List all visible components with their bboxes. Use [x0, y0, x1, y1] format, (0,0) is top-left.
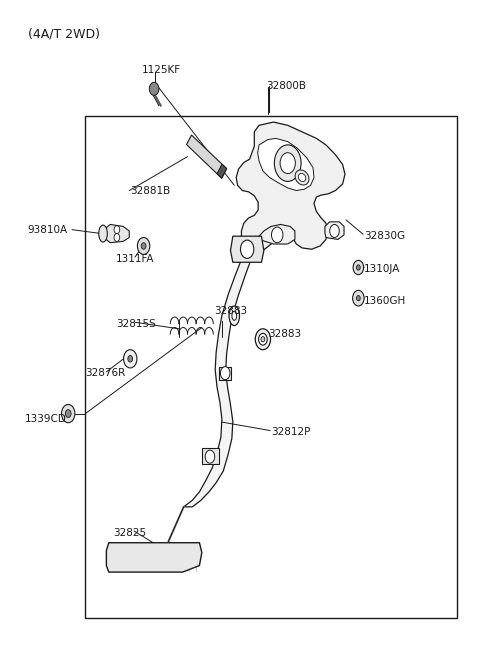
Circle shape: [114, 226, 120, 234]
Circle shape: [123, 350, 137, 368]
Text: 32830G: 32830G: [364, 231, 405, 241]
Ellipse shape: [232, 311, 237, 320]
Text: 32881B: 32881B: [130, 185, 170, 196]
Polygon shape: [325, 222, 344, 240]
Circle shape: [220, 367, 230, 380]
Circle shape: [280, 153, 295, 174]
Polygon shape: [259, 225, 295, 244]
Text: 32883: 32883: [269, 329, 302, 339]
Text: 1339CD: 1339CD: [25, 414, 67, 424]
Ellipse shape: [261, 337, 265, 342]
Circle shape: [65, 409, 71, 417]
Ellipse shape: [229, 306, 240, 326]
Circle shape: [149, 83, 159, 96]
Polygon shape: [219, 367, 231, 380]
Circle shape: [61, 404, 75, 422]
Text: 32812P: 32812P: [271, 427, 311, 437]
Circle shape: [240, 240, 254, 258]
Text: 93810A: 93810A: [28, 225, 68, 234]
Text: 1360GH: 1360GH: [364, 297, 407, 307]
Polygon shape: [236, 122, 345, 252]
Circle shape: [330, 225, 339, 238]
Polygon shape: [202, 448, 218, 464]
Text: 32883: 32883: [214, 306, 247, 316]
Polygon shape: [258, 138, 314, 191]
Text: 32825: 32825: [114, 528, 147, 538]
Ellipse shape: [295, 170, 309, 185]
Circle shape: [114, 234, 120, 242]
Text: 32800B: 32800B: [266, 81, 306, 91]
Circle shape: [353, 260, 364, 274]
Polygon shape: [187, 135, 227, 178]
Polygon shape: [106, 225, 129, 243]
Ellipse shape: [299, 174, 306, 181]
Circle shape: [272, 227, 283, 243]
Text: 32815S: 32815S: [116, 319, 156, 329]
Text: (4A/T 2WD): (4A/T 2WD): [28, 28, 100, 41]
Text: 32876R: 32876R: [85, 368, 125, 378]
Polygon shape: [230, 236, 264, 262]
Circle shape: [141, 243, 146, 250]
Polygon shape: [107, 543, 202, 572]
Text: 1310JA: 1310JA: [364, 264, 400, 274]
Circle shape: [128, 356, 132, 362]
Text: 1125KF: 1125KF: [142, 65, 181, 75]
Circle shape: [275, 145, 301, 181]
Circle shape: [357, 295, 360, 301]
Bar: [85, 115, 457, 618]
Circle shape: [357, 265, 360, 270]
Polygon shape: [184, 243, 253, 507]
Ellipse shape: [99, 225, 108, 242]
Circle shape: [137, 238, 150, 254]
Ellipse shape: [259, 333, 267, 345]
Text: 1311FA: 1311FA: [116, 254, 155, 264]
Polygon shape: [217, 164, 227, 178]
Circle shape: [353, 290, 364, 306]
Circle shape: [205, 450, 215, 463]
Ellipse shape: [255, 329, 271, 350]
